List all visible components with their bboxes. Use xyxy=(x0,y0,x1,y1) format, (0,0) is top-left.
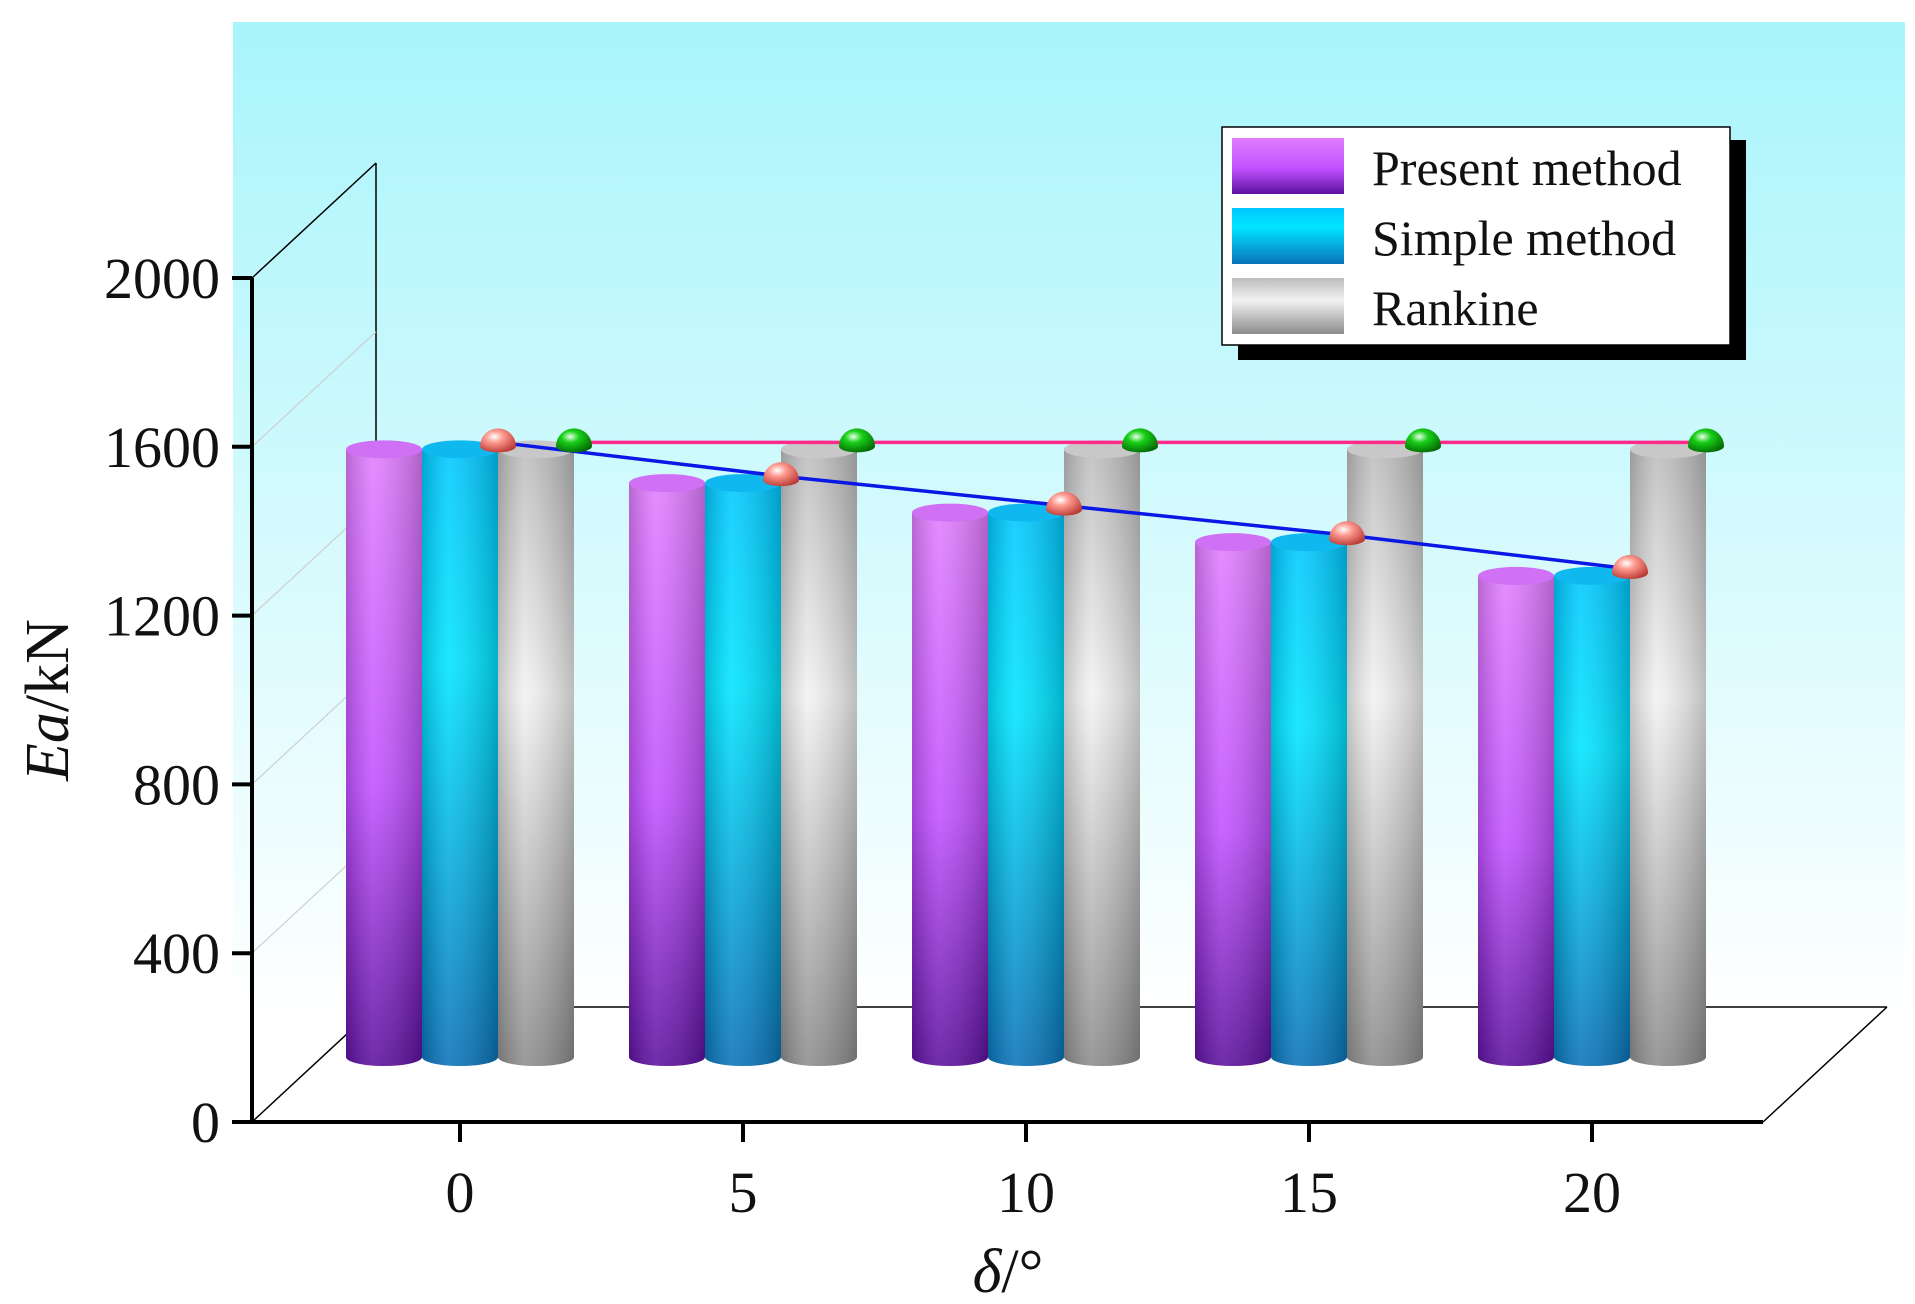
simple-marker xyxy=(480,428,516,453)
y-axis-title: Ea/kN xyxy=(14,619,82,782)
bars-group xyxy=(346,440,1706,1067)
simple-marker xyxy=(1046,491,1082,516)
bar-shading xyxy=(1630,449,1706,1066)
y-tick-label: 2000 xyxy=(104,246,220,311)
bar-simple-10 xyxy=(988,503,1064,1066)
bar-top-cap xyxy=(1478,566,1554,585)
bar-top-cap xyxy=(629,474,705,493)
rankine-marker xyxy=(1405,428,1441,453)
bar-rankine-10 xyxy=(1064,440,1140,1066)
simple-marker xyxy=(1612,554,1648,579)
bar-top-cap xyxy=(1347,440,1423,459)
bar-shading xyxy=(912,512,988,1066)
bar-simple-15 xyxy=(1271,533,1347,1066)
legend-swatch-present xyxy=(1232,138,1344,194)
bar-top-cap xyxy=(346,440,422,459)
rankine-marker xyxy=(1688,428,1724,453)
x-tick-label: 20 xyxy=(1563,1160,1621,1225)
bar-top-cap xyxy=(1271,533,1347,552)
rankine-marker xyxy=(556,428,592,453)
bar-shading xyxy=(988,512,1064,1066)
bar-present-15 xyxy=(1195,533,1271,1066)
bar-shading xyxy=(705,483,781,1067)
legend: Present method Simple method Rankine xyxy=(1221,126,1746,360)
floor-right-depth-edge xyxy=(1762,1006,1888,1123)
bar-top-cap xyxy=(1554,566,1630,585)
y-tick-label: 1600 xyxy=(104,415,220,480)
bar-rankine-20 xyxy=(1630,440,1706,1066)
x-axis-title: δ/° xyxy=(973,1238,1044,1304)
axes-group xyxy=(250,278,1763,1124)
bar-top-cap xyxy=(912,503,988,522)
bar-shading xyxy=(1195,542,1271,1066)
legend-label-simple: Simple method xyxy=(1372,210,1676,266)
simple-marker xyxy=(1329,521,1365,546)
trend-lines-group xyxy=(480,428,1724,579)
bar-present-0 xyxy=(346,440,422,1066)
x-axis-title-italic: δ xyxy=(973,1238,1003,1304)
y-ticks: 0 400 800 1200 1600 2000 xyxy=(104,246,252,1155)
bar-top-cap xyxy=(422,440,498,459)
legend-label-present: Present method xyxy=(1372,140,1682,196)
bar-top-cap xyxy=(1630,440,1706,459)
x-tick-label: 5 xyxy=(729,1160,758,1225)
bar-top-cap xyxy=(1195,533,1271,552)
bar-shading xyxy=(1271,542,1347,1066)
bar-top-cap xyxy=(781,440,857,459)
legend-label-rankine: Rankine xyxy=(1372,280,1539,336)
bar-rankine-5 xyxy=(781,440,857,1066)
y-tick-label: 0 xyxy=(191,1090,220,1155)
bar-top-cap xyxy=(1064,440,1140,459)
bar-simple-5 xyxy=(705,474,781,1067)
y-tick-label: 400 xyxy=(133,921,220,986)
bar-simple-20 xyxy=(1554,566,1630,1066)
legend-swatch-simple xyxy=(1232,208,1344,264)
bar-shading xyxy=(1064,449,1140,1066)
bar-shading xyxy=(346,449,422,1066)
x-tick-label: 15 xyxy=(1280,1160,1338,1225)
bar-rankine-0 xyxy=(498,440,574,1066)
bar-shading xyxy=(1478,575,1554,1066)
bar-present-5 xyxy=(629,474,705,1067)
bar-top-cap xyxy=(705,474,781,493)
bar-present-20 xyxy=(1478,566,1554,1066)
bar-shading xyxy=(422,449,498,1066)
y-tick-label: 800 xyxy=(133,752,220,817)
simple-marker xyxy=(763,462,799,487)
bar-shading xyxy=(781,449,857,1066)
top-depth-edge xyxy=(251,162,377,279)
bar-top-cap xyxy=(988,503,1064,522)
rankine-marker xyxy=(839,428,875,453)
bar-shading xyxy=(1554,575,1630,1066)
bar-shading xyxy=(498,449,574,1066)
bar-simple-0 xyxy=(422,440,498,1066)
rankine-marker xyxy=(1122,428,1158,453)
x-tick-label: 0 xyxy=(446,1160,475,1225)
bar-present-10 xyxy=(912,503,988,1066)
y-axis-title-italic: Ea xyxy=(14,712,82,782)
x-ticks: 0 5 10 15 20 xyxy=(446,1122,1621,1225)
x-axis-title-rest: /° xyxy=(1001,1238,1043,1304)
depth-gridline xyxy=(251,331,377,448)
y-axis-title-rest: /kN xyxy=(14,619,82,712)
bar-shading xyxy=(1347,449,1423,1066)
x-tick-label: 10 xyxy=(997,1160,1055,1225)
y-tick-label: 1200 xyxy=(104,584,220,649)
legend-swatch-rankine xyxy=(1232,278,1344,334)
bar-rankine-15 xyxy=(1347,440,1423,1066)
bar-shading xyxy=(629,483,705,1067)
